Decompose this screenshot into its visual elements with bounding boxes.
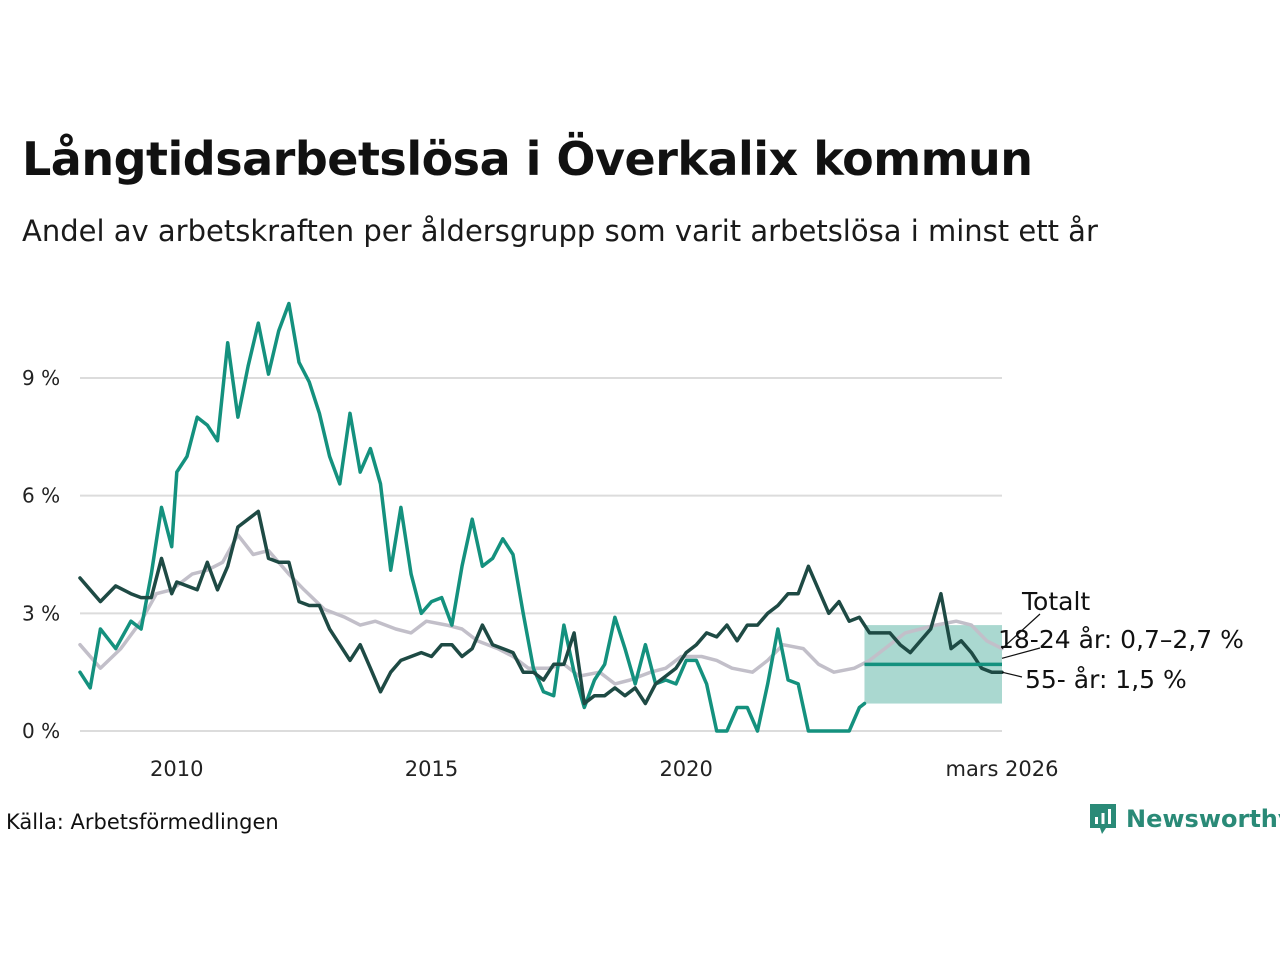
series-lines — [78, 301, 1004, 733]
label-young: 18-24 år: 0,7–2,7 % — [998, 625, 1244, 654]
label-leader-young — [1001, 647, 1041, 659]
series-line-total — [78, 533, 1004, 686]
label-leader-total — [1001, 613, 1041, 650]
label-total: Totalt — [1021, 587, 1090, 616]
x-tick-label: mars 2026 — [945, 757, 1058, 781]
label-leader-old — [1001, 671, 1023, 678]
series-line-old — [78, 509, 1004, 706]
chart-subtitle: Andel av arbetskraften per åldersgrupp s… — [22, 214, 1098, 248]
y-tick-label: 3 % — [22, 601, 60, 625]
y-tick-label: 0 % — [22, 719, 60, 743]
chart-title: Långtidsarbetslösa i Överkalix kommun — [22, 132, 1033, 186]
series-labels: Totalt 18-24 år: 0,7–2,7 % 55- år: 1,5 % — [998, 587, 1244, 694]
x-tick-label: 2010 — [150, 757, 203, 781]
axis-labels: 0 % 3 % 6 % 9 % 2010 2015 2020 mars 2026 — [22, 366, 1059, 781]
brand-name: Newsworthy — [1126, 805, 1280, 833]
label-old: 55- år: 1,5 % — [1025, 665, 1187, 694]
y-tick-label: 9 % — [22, 366, 60, 390]
brand-logo: Newsworthy — [1088, 802, 1280, 836]
newsworthy-logo-icon — [1090, 804, 1116, 834]
source-note: Källa: Arbetsförmedlingen — [6, 810, 279, 834]
y-tick-label: 6 % — [22, 484, 60, 508]
x-tick-label: 2015 — [405, 757, 458, 781]
series-line-young — [78, 301, 867, 733]
x-tick-label: 2020 — [659, 757, 712, 781]
